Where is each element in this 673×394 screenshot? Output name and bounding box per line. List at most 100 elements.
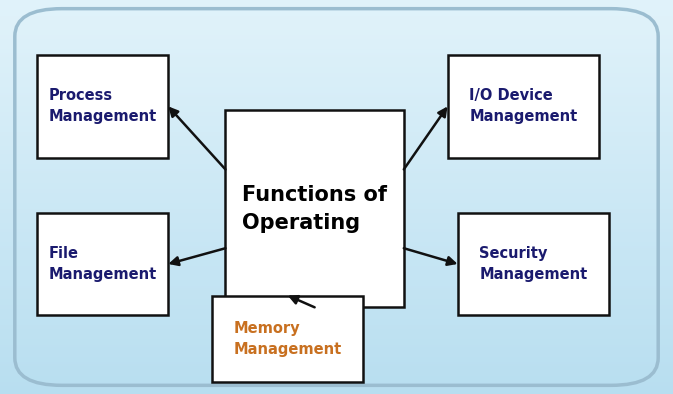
Bar bbox=[0, 30, 673, 32]
Bar bbox=[0, 359, 673, 361]
Bar bbox=[0, 120, 673, 122]
Bar bbox=[0, 162, 673, 164]
Bar bbox=[0, 108, 673, 110]
Bar bbox=[0, 274, 673, 276]
Bar bbox=[0, 353, 673, 355]
Bar bbox=[0, 333, 673, 335]
Bar bbox=[0, 10, 673, 12]
Bar bbox=[0, 392, 673, 394]
Bar bbox=[0, 313, 673, 315]
Bar bbox=[0, 362, 673, 364]
Bar bbox=[0, 203, 673, 205]
Bar bbox=[0, 126, 673, 128]
Bar bbox=[0, 229, 673, 230]
Bar bbox=[0, 246, 673, 248]
Bar bbox=[0, 227, 673, 229]
Bar bbox=[0, 156, 673, 158]
Bar bbox=[0, 258, 673, 260]
Bar bbox=[0, 195, 673, 197]
Bar bbox=[0, 39, 673, 41]
Bar bbox=[0, 282, 673, 284]
Bar bbox=[0, 317, 673, 319]
Bar bbox=[0, 49, 673, 51]
Bar bbox=[0, 51, 673, 53]
Bar bbox=[0, 337, 673, 339]
FancyBboxPatch shape bbox=[37, 213, 168, 315]
Bar bbox=[0, 55, 673, 57]
Bar bbox=[0, 219, 673, 221]
Bar bbox=[0, 382, 673, 384]
Bar bbox=[0, 6, 673, 8]
Bar bbox=[0, 299, 673, 301]
Bar bbox=[0, 301, 673, 303]
Bar bbox=[0, 225, 673, 227]
Bar bbox=[0, 177, 673, 179]
Bar bbox=[0, 248, 673, 250]
Bar bbox=[0, 355, 673, 357]
Bar bbox=[0, 343, 673, 345]
Bar bbox=[0, 197, 673, 199]
Bar bbox=[0, 77, 673, 79]
Bar bbox=[0, 207, 673, 209]
Bar bbox=[0, 242, 673, 244]
Bar bbox=[0, 189, 673, 191]
Bar bbox=[0, 132, 673, 134]
Bar bbox=[0, 140, 673, 142]
Bar bbox=[0, 116, 673, 118]
Bar bbox=[0, 315, 673, 317]
Bar bbox=[0, 213, 673, 215]
Bar bbox=[0, 175, 673, 177]
Bar bbox=[0, 45, 673, 47]
Bar bbox=[0, 148, 673, 150]
Bar bbox=[0, 33, 673, 35]
Bar bbox=[0, 238, 673, 240]
Bar bbox=[0, 335, 673, 337]
Bar bbox=[0, 16, 673, 18]
Bar bbox=[0, 264, 673, 266]
Bar bbox=[0, 201, 673, 203]
Bar bbox=[0, 128, 673, 130]
Bar bbox=[0, 24, 673, 26]
Bar bbox=[0, 372, 673, 374]
Bar bbox=[0, 63, 673, 65]
Bar bbox=[0, 98, 673, 100]
Bar bbox=[0, 41, 673, 43]
Bar bbox=[0, 292, 673, 294]
Bar bbox=[0, 256, 673, 258]
Bar bbox=[0, 112, 673, 114]
Bar bbox=[0, 368, 673, 370]
Bar bbox=[0, 65, 673, 67]
FancyBboxPatch shape bbox=[448, 55, 599, 158]
Bar bbox=[0, 71, 673, 73]
Bar bbox=[0, 152, 673, 154]
Bar bbox=[0, 305, 673, 307]
Bar bbox=[0, 59, 673, 61]
Bar bbox=[0, 187, 673, 189]
Bar bbox=[0, 53, 673, 55]
Bar bbox=[0, 75, 673, 77]
FancyBboxPatch shape bbox=[212, 296, 363, 382]
Bar bbox=[0, 2, 673, 4]
Bar bbox=[0, 370, 673, 372]
Bar bbox=[0, 366, 673, 368]
Text: Memory
Management: Memory Management bbox=[234, 321, 342, 357]
Bar bbox=[0, 14, 673, 16]
Bar bbox=[0, 244, 673, 246]
Bar bbox=[0, 199, 673, 201]
Bar bbox=[0, 221, 673, 223]
Bar bbox=[0, 347, 673, 349]
Bar bbox=[0, 250, 673, 252]
Bar bbox=[0, 254, 673, 256]
Bar bbox=[0, 183, 673, 185]
Bar bbox=[0, 311, 673, 313]
Bar bbox=[0, 296, 673, 297]
Bar bbox=[0, 341, 673, 343]
Bar bbox=[0, 376, 673, 378]
Bar bbox=[0, 193, 673, 195]
Bar bbox=[0, 357, 673, 359]
Bar bbox=[0, 327, 673, 329]
Bar bbox=[0, 388, 673, 390]
Bar bbox=[0, 307, 673, 309]
Bar bbox=[0, 390, 673, 392]
Bar bbox=[0, 35, 673, 37]
